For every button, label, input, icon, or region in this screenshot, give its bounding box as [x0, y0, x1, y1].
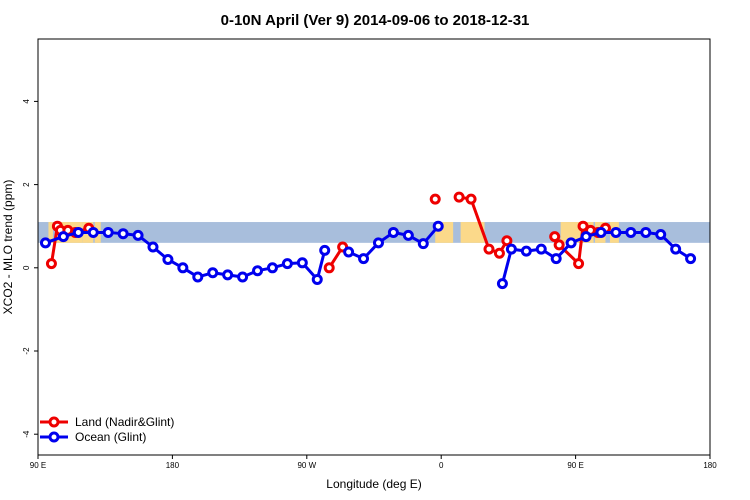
- data-point: [685, 253, 697, 265]
- data-point: [453, 191, 465, 203]
- land-patch: [48, 222, 53, 243]
- legend-label-ocean: Ocean (Glint): [75, 430, 146, 444]
- axis-ticks: 90 E 180 90 W 0 90 E 180 -4 -2 0 2 4: [22, 99, 717, 470]
- data-point: [496, 278, 508, 290]
- data-point: [343, 246, 355, 258]
- data-point: [429, 193, 441, 205]
- x-tick-label: 180: [166, 461, 180, 470]
- data-point: [505, 243, 517, 255]
- x-tick-label: 180: [703, 461, 717, 470]
- data-point: [565, 237, 577, 249]
- ocean-band: [38, 222, 710, 243]
- y-tick-label: 0: [22, 265, 31, 270]
- data-point: [281, 258, 293, 270]
- data-point: [640, 226, 652, 238]
- data-point: [387, 226, 399, 238]
- y-tick-label: 2: [22, 182, 31, 187]
- series-ocean: [39, 220, 697, 290]
- data-point: [358, 253, 370, 265]
- x-tick-label: 90 E: [567, 461, 583, 470]
- land-patch: [460, 222, 485, 243]
- data-point: [483, 243, 495, 255]
- y-axis-label: XCO2 - MLO trend (ppm): [1, 180, 15, 315]
- data-point: [549, 231, 561, 243]
- data-point: [417, 238, 429, 250]
- data-point: [465, 193, 477, 205]
- data-point: [132, 229, 144, 241]
- x-tick-label: 90 E: [30, 461, 46, 470]
- data-point: [501, 235, 513, 247]
- data-point: [319, 244, 331, 256]
- data-point: [177, 262, 189, 274]
- y-tick-label: -2: [22, 347, 31, 355]
- data-point: [39, 237, 51, 249]
- data-point: [625, 226, 637, 238]
- chart-title: 0-10N April (Ver 9) 2014-09-06 to 2018-1…: [221, 12, 530, 29]
- legend-label-land: Land (Nadir&Glint): [75, 415, 174, 429]
- data-point: [45, 258, 57, 270]
- data-point: [162, 253, 174, 265]
- data-point: [432, 220, 444, 232]
- data-point: [192, 271, 204, 283]
- data-point: [580, 231, 592, 243]
- data-point: [311, 273, 323, 285]
- y-tick-label: -4: [22, 430, 31, 438]
- data-point: [72, 226, 84, 238]
- data-point: [573, 258, 585, 270]
- data-point: [296, 257, 308, 269]
- legend: Land (Nadir&Glint) Ocean (Glint): [40, 415, 174, 444]
- series-layer: [39, 191, 697, 290]
- x-axis-label: Longitude (deg E): [326, 477, 421, 491]
- data-point: [550, 253, 562, 265]
- data-point: [402, 229, 414, 241]
- data-point: [266, 262, 278, 274]
- y-tick-label: 4: [22, 99, 31, 104]
- data-point: [222, 269, 234, 281]
- x-tick-label: 0: [439, 461, 444, 470]
- legend-marker-land: [48, 416, 60, 428]
- data-point: [87, 226, 99, 238]
- x-tick-label: 90 W: [297, 461, 316, 470]
- data-point: [670, 243, 682, 255]
- data-point: [553, 239, 565, 251]
- legend-item-land: Land (Nadir&Glint): [40, 415, 174, 429]
- data-point: [57, 231, 69, 243]
- data-point: [323, 262, 335, 274]
- data-point: [655, 229, 667, 241]
- plot-frame: [37, 38, 711, 456]
- data-point: [520, 245, 532, 257]
- data-point: [147, 241, 159, 253]
- data-point: [117, 228, 129, 240]
- data-point: [372, 237, 384, 249]
- data-point: [102, 226, 114, 238]
- data-point: [610, 226, 622, 238]
- data-point: [252, 265, 264, 277]
- data-point: [535, 243, 547, 255]
- data-point: [207, 267, 219, 279]
- data-point: [493, 247, 505, 259]
- data-point: [595, 226, 607, 238]
- legend-item-ocean: Ocean (Glint): [40, 430, 146, 444]
- data-point: [237, 271, 249, 283]
- legend-marker-ocean: [48, 431, 60, 443]
